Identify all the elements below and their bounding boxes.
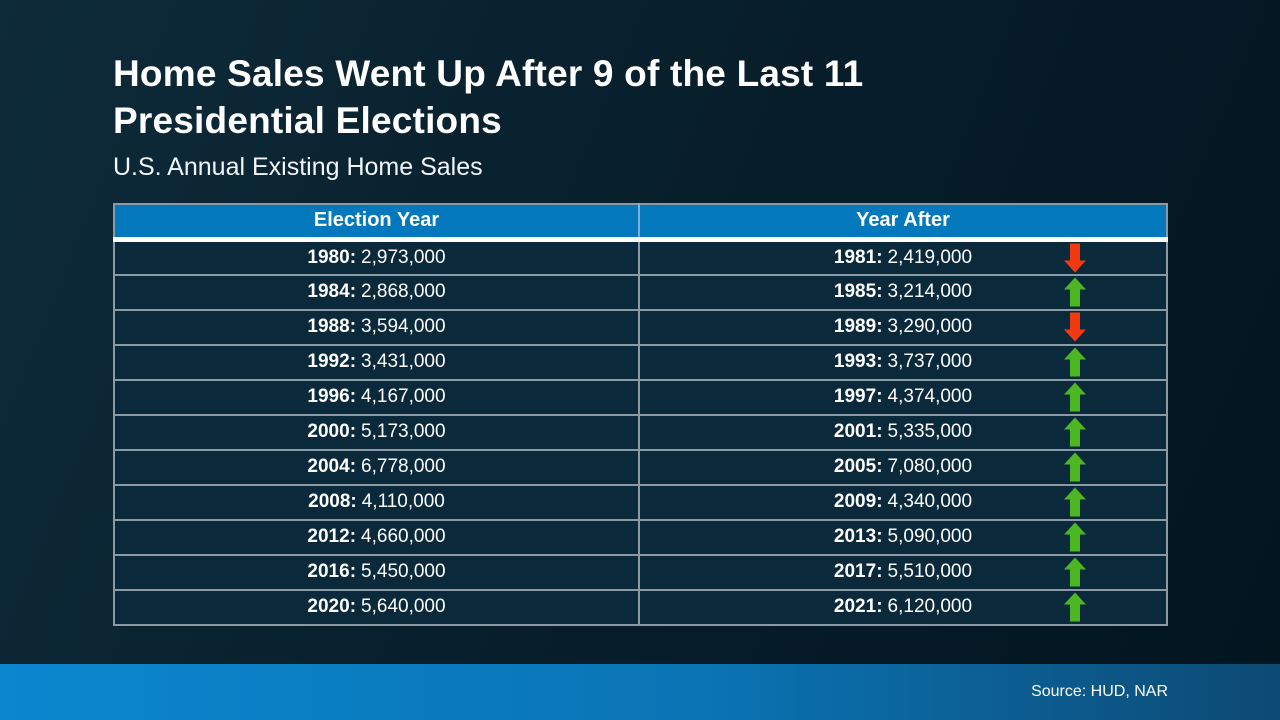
year-after-cell: 2021: 6,120,000 <box>638 588 1167 625</box>
election-year-label: 1988: <box>307 316 357 338</box>
up-arrow-icon <box>1064 417 1086 447</box>
table-body: 1980: 2,973,000 1981: 2,419,000 1984: 2,868… <box>114 239 1167 625</box>
year-after-cell: 1997: 4,374,000 <box>638 378 1167 415</box>
election-year-cell: 1980: 2,973,000 <box>114 239 639 275</box>
year-after-value: 6,120,000 <box>887 596 973 618</box>
year-after-label: 1985: <box>833 281 883 303</box>
table-row: 1984: 2,868,000 1985: 3,214,000 <box>114 273 1167 310</box>
year-after-value: 2,419,000 <box>887 246 973 268</box>
down-arrow-icon <box>1064 312 1086 342</box>
year-after-label: 2001: <box>833 421 883 443</box>
up-arrow-icon <box>1064 452 1086 482</box>
election-year-cell: 2004: 6,778,000 <box>114 448 639 485</box>
election-year-label: 1992: <box>307 351 357 373</box>
year-after-cell: 2005: 7,080,000 <box>638 448 1167 485</box>
year-after-cell: 1985: 3,214,000 <box>638 273 1167 310</box>
table-row: 2012: 4,660,000 2013: 5,090,000 <box>114 518 1167 555</box>
up-arrow-icon <box>1064 557 1086 587</box>
year-after-value: 5,090,000 <box>887 526 973 548</box>
year-after-label: 2017: <box>833 561 883 583</box>
election-year-label: 2000: <box>307 421 357 443</box>
year-after-value: 3,214,000 <box>887 281 973 303</box>
election-year-value: 4,660,000 <box>361 526 446 548</box>
year-after-label: 2005: <box>833 456 883 478</box>
year-after-label: 1993: <box>833 351 883 373</box>
election-year-label: 2008: <box>308 491 357 513</box>
table-row: 1988: 3,594,000 1989: 3,290,000 <box>114 308 1167 345</box>
year-after-cell: 2017: 5,510,000 <box>638 553 1167 590</box>
election-year-cell: 2000: 5,173,000 <box>114 413 639 450</box>
year-after-label: 2021: <box>833 596 883 618</box>
year-after-value: 4,374,000 <box>887 386 973 408</box>
year-after-value: 3,290,000 <box>887 316 973 338</box>
column-header-year-after: Year After <box>638 203 1167 243</box>
election-year-cell: 2012: 4,660,000 <box>114 518 639 555</box>
election-year-value: 2,973,000 <box>361 246 446 268</box>
table-row: 1980: 2,973,000 1981: 2,419,000 <box>114 239 1167 275</box>
election-year-cell: 2016: 5,450,000 <box>114 553 639 590</box>
table-row: 2020: 5,640,000 2021: 6,120,000 <box>114 588 1167 625</box>
table-row: 2000: 5,173,000 2001: 5,335,000 <box>114 413 1167 450</box>
table-row: 1992: 3,431,000 1993: 3,737,000 <box>114 343 1167 380</box>
slide: Home Sales Went Up After 9 of the Last 1… <box>113 53 1168 626</box>
election-year-cell: 2008: 4,110,000 <box>114 483 639 520</box>
election-year-cell: 1996: 4,167,000 <box>114 378 639 415</box>
home-sales-table: Election Year Year After 1980: 2,973,000 … <box>113 202 1168 626</box>
election-year-value: 3,594,000 <box>361 316 446 338</box>
election-year-label: 2012: <box>307 526 357 548</box>
election-year-value: 3,431,000 <box>361 351 446 373</box>
table-row: 2008: 4,110,000 2009: 4,340,000 <box>114 483 1167 520</box>
election-year-cell: 1984: 2,868,000 <box>114 273 639 310</box>
table-row: 2004: 6,778,000 2005: 7,080,000 <box>114 448 1167 485</box>
year-after-cell: 2013: 5,090,000 <box>638 518 1167 555</box>
year-after-value: 5,335,000 <box>887 421 973 443</box>
page-title: Home Sales Went Up After 9 of the Last 1… <box>113 53 864 142</box>
table-row: 1996: 4,167,000 1997: 4,374,000 <box>114 378 1167 415</box>
election-year-value: 5,450,000 <box>361 561 446 583</box>
footer-bar: Source: HUD, NAR <box>0 664 1280 720</box>
election-year-label: 1996: <box>307 386 357 408</box>
up-arrow-icon <box>1064 522 1086 552</box>
up-arrow-icon <box>1064 382 1086 412</box>
year-after-label: 1981: <box>833 246 883 268</box>
election-year-label: 1980: <box>307 246 357 268</box>
year-after-value: 5,510,000 <box>887 561 973 583</box>
election-year-label: 1984: <box>307 281 357 303</box>
year-after-value: 4,340,000 <box>887 491 973 513</box>
up-arrow-icon <box>1064 487 1086 517</box>
header-row: Election Year Year After <box>114 203 1167 243</box>
year-after-value: 7,080,000 <box>887 456 973 478</box>
column-header-election-year: Election Year <box>114 203 639 243</box>
year-after-label: 1989: <box>833 316 883 338</box>
page-subtitle: U.S. Annual Existing Home Sales <box>113 152 483 181</box>
election-year-cell: 2020: 5,640,000 <box>114 588 639 625</box>
election-year-label: 2016: <box>307 561 357 583</box>
election-year-label: 2020: <box>307 596 357 618</box>
election-year-label: 2004: <box>307 456 357 478</box>
down-arrow-icon <box>1064 243 1086 273</box>
year-after-cell: 2001: 5,335,000 <box>638 413 1167 450</box>
election-year-cell: 1988: 3,594,000 <box>114 308 639 345</box>
source-attribution: Source: HUD, NAR <box>1031 683 1168 700</box>
year-after-label: 2009: <box>833 491 883 513</box>
election-year-value: 4,167,000 <box>361 386 446 408</box>
year-after-cell: 2009: 4,340,000 <box>638 483 1167 520</box>
year-after-value: 3,737,000 <box>887 351 973 373</box>
year-after-label: 2013: <box>833 526 883 548</box>
year-after-cell: 1993: 3,737,000 <box>638 343 1167 380</box>
up-arrow-icon <box>1064 592 1086 622</box>
up-arrow-icon <box>1064 277 1086 307</box>
up-arrow-icon <box>1064 347 1086 377</box>
election-year-value: 2,868,000 <box>361 281 446 303</box>
election-year-value: 6,778,000 <box>361 456 446 478</box>
election-year-value: 4,110,000 <box>361 491 445 513</box>
election-year-value: 5,640,000 <box>361 596 446 618</box>
election-year-value: 5,173,000 <box>361 421 446 443</box>
year-after-label: 1997: <box>833 386 883 408</box>
year-after-cell: 1981: 2,419,000 <box>638 239 1167 275</box>
year-after-cell: 1989: 3,290,000 <box>638 308 1167 345</box>
table-row: 2016: 5,450,000 2017: 5,510,000 <box>114 553 1167 590</box>
election-year-cell: 1992: 3,431,000 <box>114 343 639 380</box>
table-header: Election Year Year After <box>114 203 1167 243</box>
